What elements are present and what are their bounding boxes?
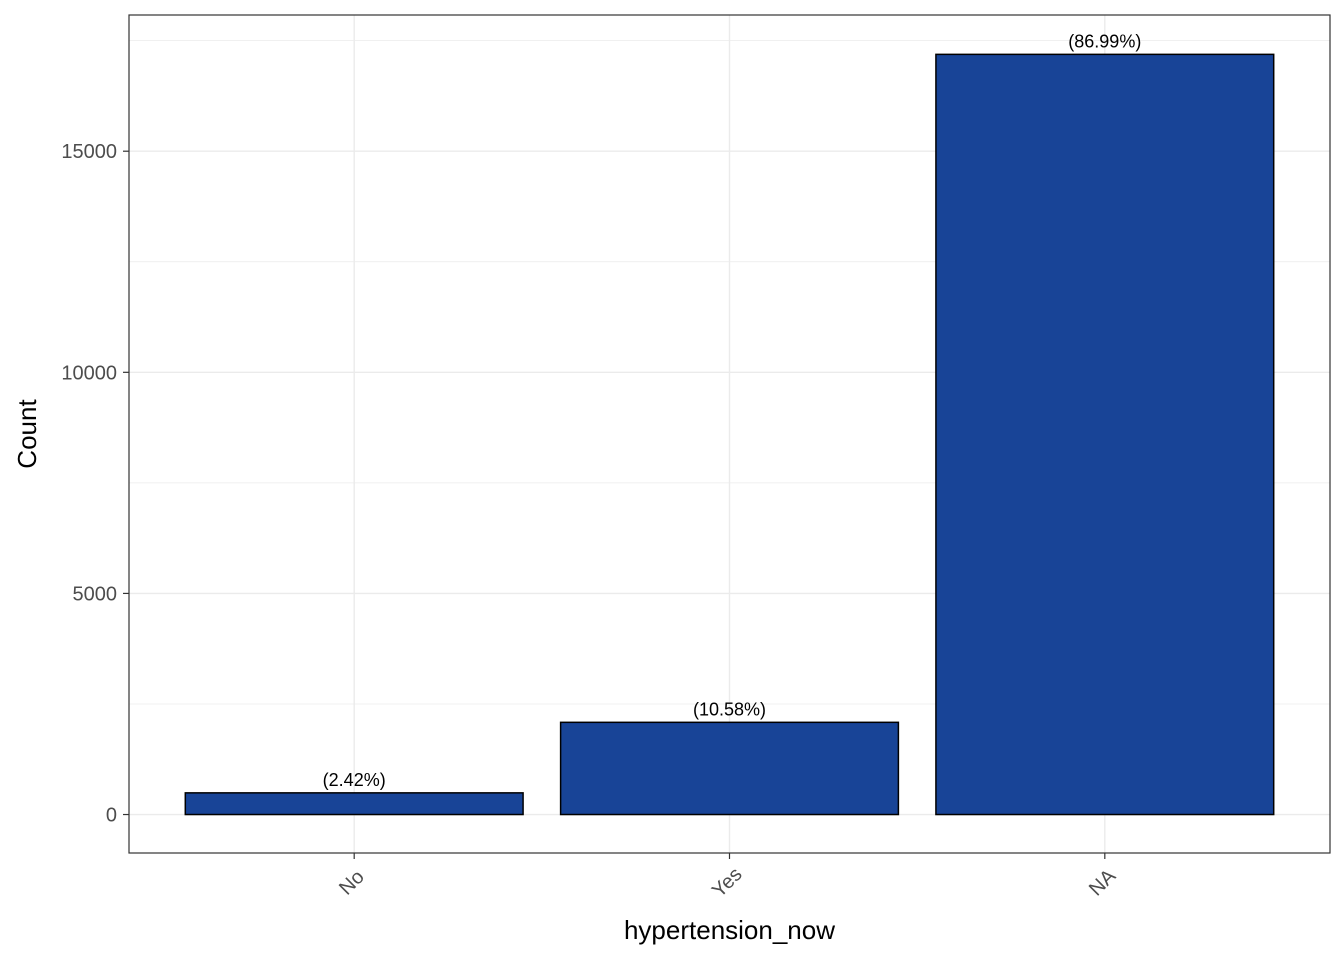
data-label: (2.42%) xyxy=(323,770,386,790)
bar-na xyxy=(935,53,1275,816)
y-tick-label: 15000 xyxy=(61,141,117,163)
y-axis-title: Count xyxy=(12,399,42,469)
bars xyxy=(184,53,1275,816)
x-tick-label: No xyxy=(335,866,369,900)
y-tick-label: 5000 xyxy=(73,583,118,605)
data-label: (86.99%) xyxy=(1068,31,1141,51)
data-label: (10.58%) xyxy=(693,699,766,719)
bar-no xyxy=(184,792,524,816)
y-tick-label: 0 xyxy=(106,805,117,827)
data-labels: (2.42%) (10.58%) (86.99%) xyxy=(323,31,1142,790)
x-axis-ticks: No Yes NA xyxy=(335,853,1121,902)
y-tick-label: 10000 xyxy=(61,362,117,384)
bar-yes xyxy=(559,721,900,816)
x-tick-label: Yes xyxy=(708,863,747,902)
x-axis-title: hypertension_now xyxy=(624,915,835,945)
x-tick-label: NA xyxy=(1085,865,1121,901)
y-axis-ticks: 0 5000 10000 15000 xyxy=(61,141,129,827)
